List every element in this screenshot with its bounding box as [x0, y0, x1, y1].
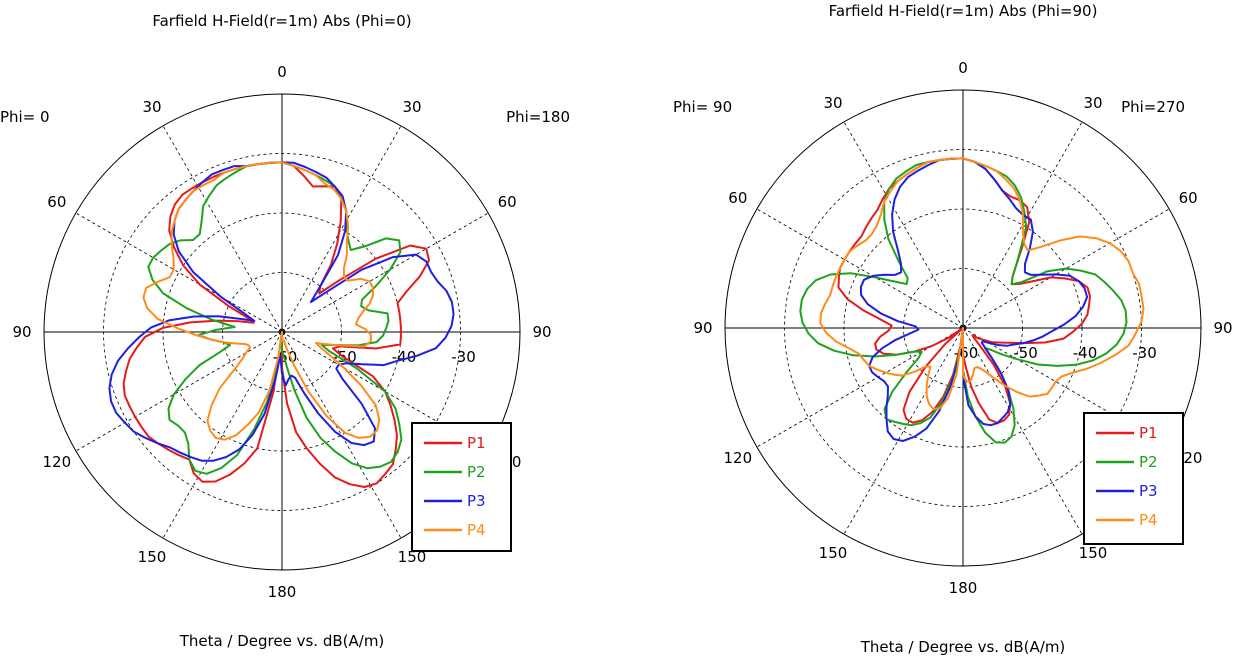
angle-tick-label: 150: [819, 544, 848, 562]
angle-tick-label: 90: [1213, 319, 1232, 337]
grid-spoke: [281, 212, 489, 333]
outer-ring: [724, 89, 1202, 567]
series-line-p3: [108, 161, 455, 462]
grid-spoke: [162, 125, 283, 333]
angle-tick-label: 60: [728, 189, 747, 207]
legend-label: P3: [1139, 482, 1158, 500]
grid-spoke: [281, 331, 402, 539]
angle-tick-label: 90: [532, 323, 551, 341]
angle-tick-label: 90: [12, 323, 31, 341]
phi-label-left: Phi= 90: [673, 98, 732, 116]
phi-label-right: Phi=180: [506, 108, 570, 126]
legend-label: P2: [467, 463, 486, 481]
legend-label: P3: [467, 492, 486, 510]
angle-tick-label: 150: [398, 548, 427, 566]
grid-spoke: [756, 327, 964, 448]
series-line-p3: [859, 157, 1089, 442]
legend-label: P4: [1139, 511, 1158, 529]
angle-tick-label: 90: [693, 319, 712, 337]
grid-spoke: [75, 212, 283, 333]
chart-title: Farfield H-Field(r=1m) Abs (Phi=90): [829, 2, 1098, 20]
series-line-p4: [142, 161, 381, 441]
grid-spoke: [756, 208, 964, 329]
angle-tick-label: 180: [949, 579, 978, 597]
legend-label: P1: [1139, 424, 1158, 442]
grid-spoke: [75, 331, 283, 452]
phi-label-right: Phi=270: [1121, 98, 1185, 116]
polar-chart-phi-90: Farfield H-Field(r=1m) Abs (Phi=90) Theta…: [673, 2, 1233, 656]
radial-tick-label: -30: [1132, 344, 1157, 362]
angle-tick-label: 60: [47, 193, 66, 211]
radial-tick-label: -50: [1013, 344, 1038, 362]
angle-tick-label: 30: [1083, 94, 1102, 112]
radial-tick-label: -30: [451, 348, 476, 366]
grid-spoke: [962, 208, 1170, 329]
angle-tick-label: 30: [823, 94, 842, 112]
radial-tick-label: -40: [1073, 344, 1098, 362]
series-line-p4: [819, 157, 1145, 411]
x-axis-label: Theta / Degree vs. dB(A/m): [860, 638, 1066, 656]
outer-ring: [43, 93, 521, 571]
grid-spoke: [843, 327, 964, 535]
legend-label: P2: [1139, 453, 1158, 471]
angle-tick-label: 30: [402, 98, 421, 116]
angle-tick-label: 120: [43, 453, 72, 471]
angle-tick-label: 180: [268, 583, 297, 601]
grid-spoke: [162, 331, 283, 539]
legend-label: P4: [467, 521, 486, 539]
polar-chart-phi-0: Farfield H-Field(r=1m) Abs (Phi=0) Theta …: [0, 12, 570, 650]
x-axis-label: Theta / Degree vs. dB(A/m): [179, 632, 385, 650]
angle-tick-label: 150: [1079, 544, 1108, 562]
angle-tick-label: 150: [138, 548, 167, 566]
grid-spoke: [281, 125, 402, 333]
angle-tick-label: 60: [498, 193, 517, 211]
grid-spoke: [843, 121, 964, 329]
grid-spoke: [962, 327, 1083, 535]
series-line-p2: [147, 161, 403, 475]
angle-tick-label: 0: [958, 59, 968, 77]
angle-tick-label: 0: [277, 63, 287, 81]
angle-tick-label: 120: [724, 449, 753, 467]
grid-spoke: [962, 121, 1083, 329]
legend-label: P1: [467, 434, 486, 452]
phi-label-left: Phi= 0: [0, 108, 50, 126]
angle-tick-label: 60: [1179, 189, 1198, 207]
legend-box: [1083, 412, 1184, 545]
chart-title: Farfield H-Field(r=1m) Abs (Phi=0): [152, 12, 411, 30]
angle-tick-label: 30: [142, 98, 161, 116]
